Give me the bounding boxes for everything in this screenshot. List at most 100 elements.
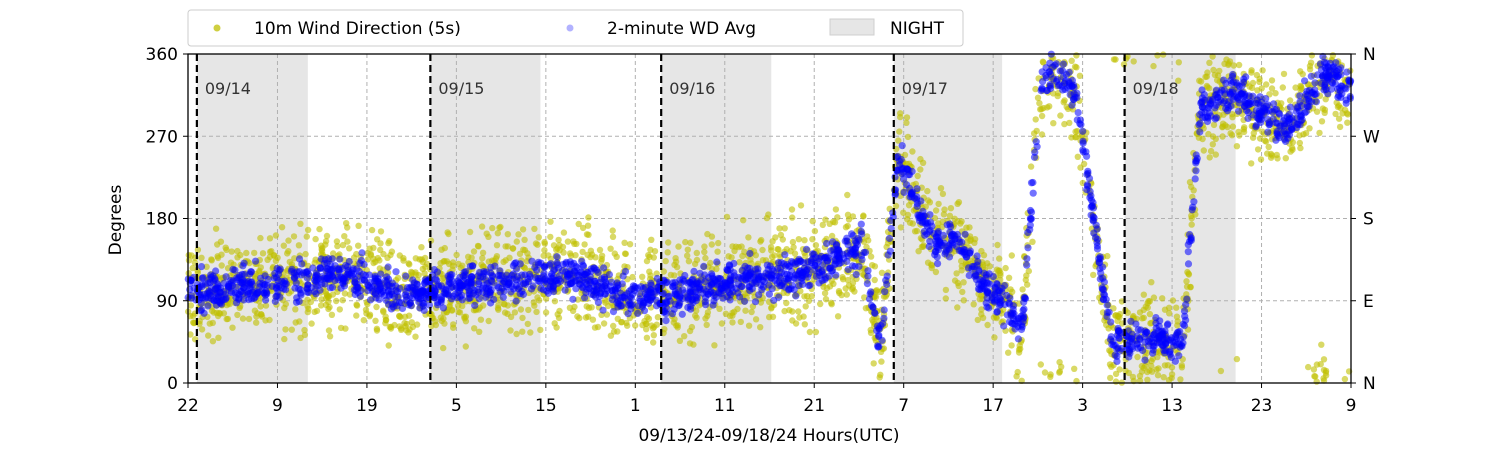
data-point xyxy=(879,319,887,328)
data-point xyxy=(1192,151,1200,159)
data-point xyxy=(446,302,453,309)
data-point xyxy=(1136,372,1144,380)
data-point xyxy=(661,326,668,333)
data-point xyxy=(1190,187,1197,194)
data-point xyxy=(1083,186,1091,194)
data-point xyxy=(1270,100,1278,108)
data-point xyxy=(211,290,219,298)
data-point xyxy=(1059,60,1067,68)
data-point xyxy=(1322,372,1330,379)
data-point xyxy=(353,302,361,309)
data-point xyxy=(867,288,875,296)
data-point xyxy=(653,274,661,283)
data-point xyxy=(998,288,1006,296)
data-point xyxy=(440,344,447,352)
data-point xyxy=(1186,230,1194,239)
data-point xyxy=(1009,302,1018,310)
data-point xyxy=(1138,362,1146,370)
data-point xyxy=(330,250,337,257)
data-point xyxy=(884,251,892,259)
data-point xyxy=(509,245,517,252)
data-point xyxy=(295,242,303,249)
data-point xyxy=(1023,261,1031,269)
data-point xyxy=(1173,341,1181,349)
data-point xyxy=(466,228,474,236)
data-point xyxy=(537,326,544,334)
data-point xyxy=(276,265,284,273)
data-point xyxy=(491,262,499,270)
data-point xyxy=(598,255,605,263)
data-point xyxy=(808,259,816,267)
data-point xyxy=(1029,238,1036,245)
data-point xyxy=(796,257,804,265)
data-point xyxy=(714,248,721,255)
data-point xyxy=(529,282,537,290)
data-point xyxy=(318,246,325,253)
data-point xyxy=(346,291,354,298)
data-point xyxy=(198,326,206,333)
data-point xyxy=(461,271,469,279)
data-point xyxy=(701,248,708,256)
data-point xyxy=(825,264,833,272)
data-point xyxy=(574,296,582,303)
data-point xyxy=(519,290,528,299)
data-point xyxy=(402,287,410,296)
data-point xyxy=(292,306,299,313)
data-point xyxy=(392,282,400,290)
data-point xyxy=(1209,133,1217,140)
data-point xyxy=(709,301,717,309)
data-point xyxy=(562,258,571,266)
data-point xyxy=(486,291,494,299)
data-point xyxy=(1060,99,1067,106)
data-point xyxy=(954,200,961,207)
data-point xyxy=(914,172,921,180)
data-point xyxy=(290,273,298,281)
data-point xyxy=(247,278,255,286)
data-point xyxy=(792,320,800,327)
data-point xyxy=(650,332,657,339)
data-point xyxy=(811,266,819,274)
data-point xyxy=(1188,206,1196,214)
data-point xyxy=(449,262,457,269)
data-point xyxy=(768,253,776,261)
data-point xyxy=(507,313,515,321)
data-point xyxy=(365,283,374,292)
data-point xyxy=(1103,308,1111,316)
data-point xyxy=(291,284,299,292)
data-point xyxy=(790,244,797,251)
data-point xyxy=(494,230,501,237)
data-point xyxy=(1154,372,1162,379)
data-point xyxy=(965,271,973,280)
data-point xyxy=(806,328,814,336)
data-point xyxy=(534,260,543,268)
data-point xyxy=(215,334,222,341)
data-point xyxy=(1282,137,1290,145)
data-point xyxy=(925,228,934,236)
data-point xyxy=(1038,84,1046,92)
data-point xyxy=(281,335,288,343)
data-point xyxy=(358,249,366,257)
data-point xyxy=(1220,76,1228,84)
data-point xyxy=(1014,335,1023,343)
x-tick-label: 3 xyxy=(1077,396,1088,416)
data-point xyxy=(642,320,650,327)
data-point xyxy=(1074,153,1082,160)
data-point xyxy=(1334,93,1342,101)
data-point xyxy=(644,299,653,308)
data-point xyxy=(334,265,342,274)
data-point xyxy=(218,262,225,269)
data-point xyxy=(909,148,916,155)
data-point xyxy=(741,262,749,270)
data-point xyxy=(951,215,958,222)
data-point xyxy=(445,275,453,283)
data-point xyxy=(485,258,492,265)
data-point xyxy=(1134,353,1141,361)
data-point xyxy=(906,219,914,226)
data-point xyxy=(926,211,934,219)
data-point xyxy=(1256,135,1264,142)
data-point xyxy=(1184,260,1193,268)
data-point xyxy=(217,310,224,317)
data-point xyxy=(322,287,329,295)
data-point xyxy=(243,249,250,257)
data-point xyxy=(196,317,203,325)
